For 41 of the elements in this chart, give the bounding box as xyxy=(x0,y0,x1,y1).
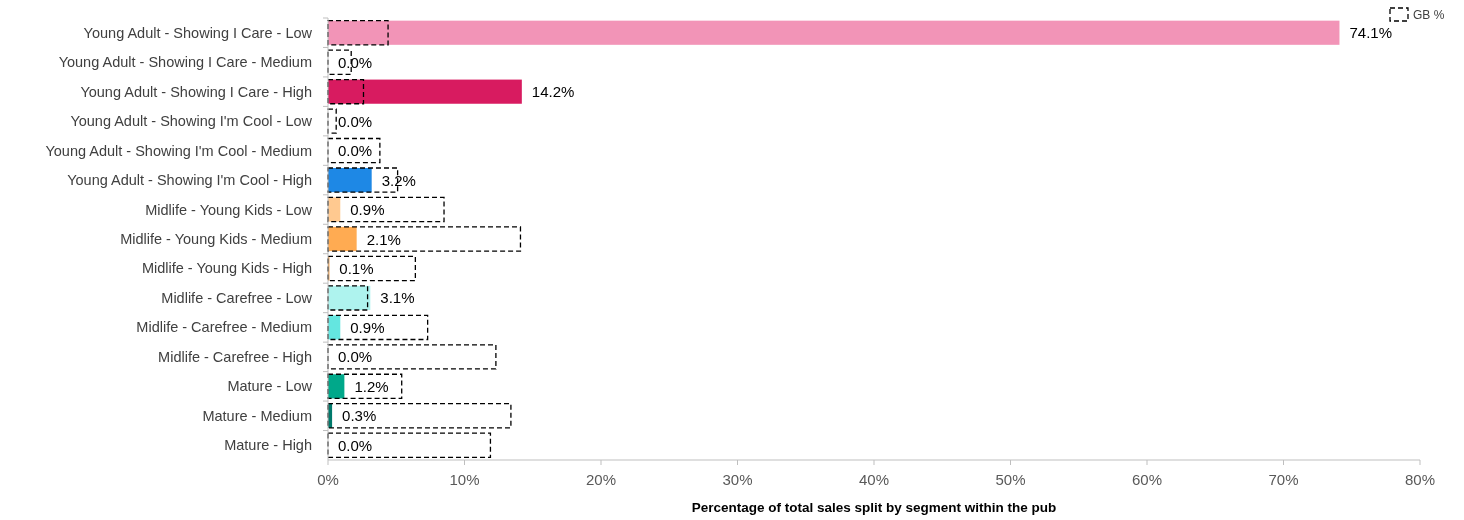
y-tick-label: Mature - Low xyxy=(227,378,313,395)
data-label: 0.0% xyxy=(338,436,373,454)
x-tick-label: 30% xyxy=(722,471,753,488)
y-tick-label: Midlife - Carefree - High xyxy=(158,348,312,365)
y-tick-label: Mature - Medium xyxy=(202,407,312,424)
y-tick-label: Midlife - Young Kids - Low xyxy=(145,201,313,218)
y-tick-label: Young Adult - Showing I Care - Low xyxy=(83,24,313,41)
data-label: 0.0% xyxy=(338,53,373,71)
x-tick-label: 60% xyxy=(1131,471,1163,488)
x-tick-label: 70% xyxy=(1268,471,1299,488)
y-tick-label: Midlife - Young Kids - Medium xyxy=(120,231,312,247)
y-tick-label: Young Adult - Showing I'm Cool - High xyxy=(67,172,312,189)
data-label: 0.0% xyxy=(338,112,373,130)
data-label: 0.0% xyxy=(338,142,373,160)
y-tick-label: Young Adult - Showing I Care - Medium xyxy=(58,54,312,71)
x-axis-title: Percentage of total sales split by segment within the pub xyxy=(691,500,1057,515)
y-tick-label: Midlife - Carefree - Medium xyxy=(136,319,312,336)
data-label: 0.9% xyxy=(350,318,385,336)
y-tick-label: Midlife - Carefree - Low xyxy=(161,289,313,306)
x-tick-label: 20% xyxy=(585,471,617,488)
y-tick-label: Mature - High xyxy=(224,437,312,454)
data-label: 2.1% xyxy=(366,230,401,248)
data-label: 0.0% xyxy=(338,348,373,366)
x-tick-label: 10% xyxy=(449,471,480,488)
x-tick-label: 50% xyxy=(995,471,1026,488)
y-tick-label: Young Adult - Showing I Care - High xyxy=(80,83,312,100)
data-label: 0.9% xyxy=(350,201,385,219)
y-tick-label: Midlife - Young Kids - High xyxy=(141,260,312,277)
data-label: 14.2% xyxy=(531,83,575,101)
x-tick-label: 80% xyxy=(1404,471,1436,488)
data-label: 3.1% xyxy=(380,289,415,307)
data-label: 3.2% xyxy=(381,171,416,189)
y-tick-label: Young Adult - Showing I'm Cool - Low xyxy=(70,113,313,130)
x-tick-label: 40% xyxy=(858,471,890,488)
data-label: 1.2% xyxy=(354,377,389,395)
data-label: 74.1% xyxy=(1349,24,1393,42)
data-label: 0.3% xyxy=(342,407,377,425)
legend-label: GB % xyxy=(1413,8,1445,22)
y-tick-label: Young Adult - Showing I'm Cool - Medium xyxy=(45,142,312,159)
data-label: 0.1% xyxy=(339,259,374,277)
x-tick-label: 0% xyxy=(317,471,339,488)
